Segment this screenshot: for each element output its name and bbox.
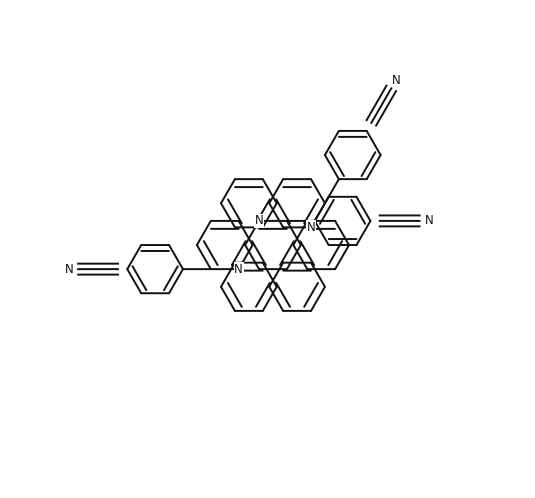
Text: N: N bbox=[234, 262, 243, 275]
Text: N: N bbox=[64, 262, 73, 275]
Text: N: N bbox=[392, 74, 400, 87]
Text: N: N bbox=[307, 221, 315, 234]
Text: N: N bbox=[255, 215, 263, 228]
Text: N: N bbox=[424, 215, 433, 228]
